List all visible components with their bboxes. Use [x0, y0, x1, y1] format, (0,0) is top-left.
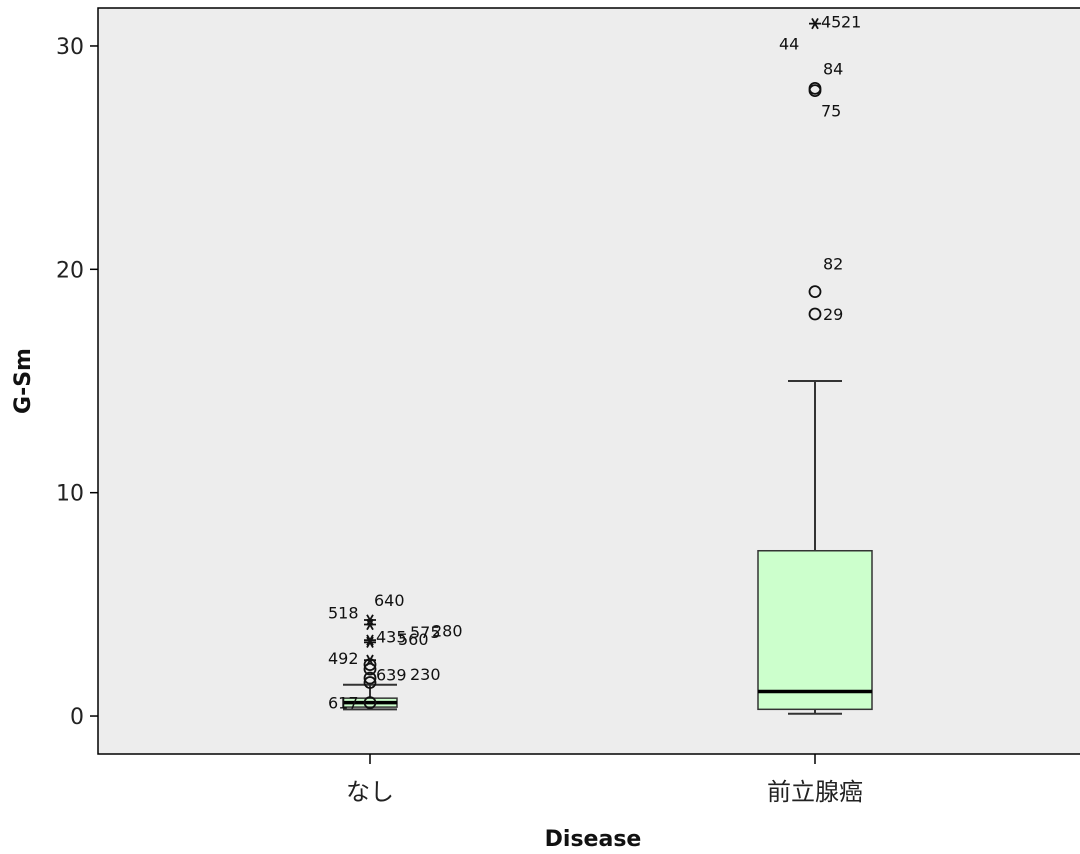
outlier-label: 82 [823, 255, 843, 274]
y-tick-label-10: 10 [56, 482, 84, 507]
outlier-label: 575 [410, 623, 441, 642]
outlier-label: 44 [779, 35, 799, 54]
outlier-560: 560 [363, 630, 429, 676]
outlier-label: 518 [328, 603, 359, 622]
outlier-label: 230 [410, 665, 441, 684]
outlier-label: 21 [841, 13, 861, 32]
outlier-45: 45 [821, 13, 841, 32]
outlier-series: 617 639 230 560 280 492 435 575 518 640 29 82 75 84 44… [328, 13, 861, 713]
outlier-label: 640 [374, 591, 405, 610]
outlier-star [364, 634, 376, 646]
outlier-575: 575 [364, 623, 441, 646]
x-axis: なし 前立腺癌 [346, 754, 863, 806]
outlier-label: 435 [376, 627, 407, 646]
x-tick-label-0: なし [346, 778, 394, 806]
outlier-label: 639 [376, 666, 407, 685]
outlier-circle [808, 307, 822, 321]
y-axis-label: G-Sm [11, 348, 36, 414]
outlier-circle [363, 676, 377, 689]
outlier-label: 617 [328, 694, 359, 713]
outlier-640: 640 [364, 591, 405, 626]
outlier-star [364, 636, 376, 648]
outlier-star [364, 614, 376, 626]
outlier-639: 639 [363, 666, 407, 689]
outlier-21: 21 [841, 13, 861, 32]
outlier-label: 492 [328, 649, 359, 668]
outlier-82: 82 [808, 255, 843, 299]
x-axis-label: Disease [545, 827, 642, 852]
outlier-circle [808, 285, 822, 299]
outlier-label: 29 [823, 305, 843, 324]
y-tick-label-0: 0 [70, 705, 84, 730]
x-tick-label-1: 前立腺癌 [767, 778, 863, 806]
outlier-label: 75 [821, 102, 841, 121]
outlier-circle [808, 82, 822, 95]
outlier-circle [363, 662, 377, 676]
box-series [342, 380, 873, 715]
outlier-label: 280 [432, 622, 463, 641]
outlier-star [809, 17, 821, 30]
box-1 [757, 380, 873, 715]
outlier-29: 29 [808, 305, 843, 324]
outlier-label: 84 [823, 59, 843, 78]
y-tick-label-20: 20 [56, 258, 84, 283]
outlier-star [364, 654, 376, 666]
y-axis: 0 10 20 30 [56, 35, 98, 730]
outlier-circle [363, 671, 377, 685]
outlier-435: 435 [364, 627, 407, 648]
outlier-label: 560 [398, 630, 429, 649]
outlier-star [364, 618, 376, 631]
outlier-230: 230 [363, 665, 441, 685]
y-tick-label-30: 30 [56, 35, 84, 60]
plot-area [97, 7, 1080, 755]
outlier-44: 44 [779, 17, 821, 54]
outlier-617: 617 [328, 694, 377, 713]
outlier-circle [363, 696, 377, 710]
box-0 [342, 683, 398, 711]
outlier-492: 492 [328, 649, 376, 668]
box-iqr [757, 549, 873, 711]
outlier-84: 84 [808, 59, 843, 95]
outlier-label: 45 [821, 13, 841, 32]
outlier-518: 518 [328, 603, 376, 631]
